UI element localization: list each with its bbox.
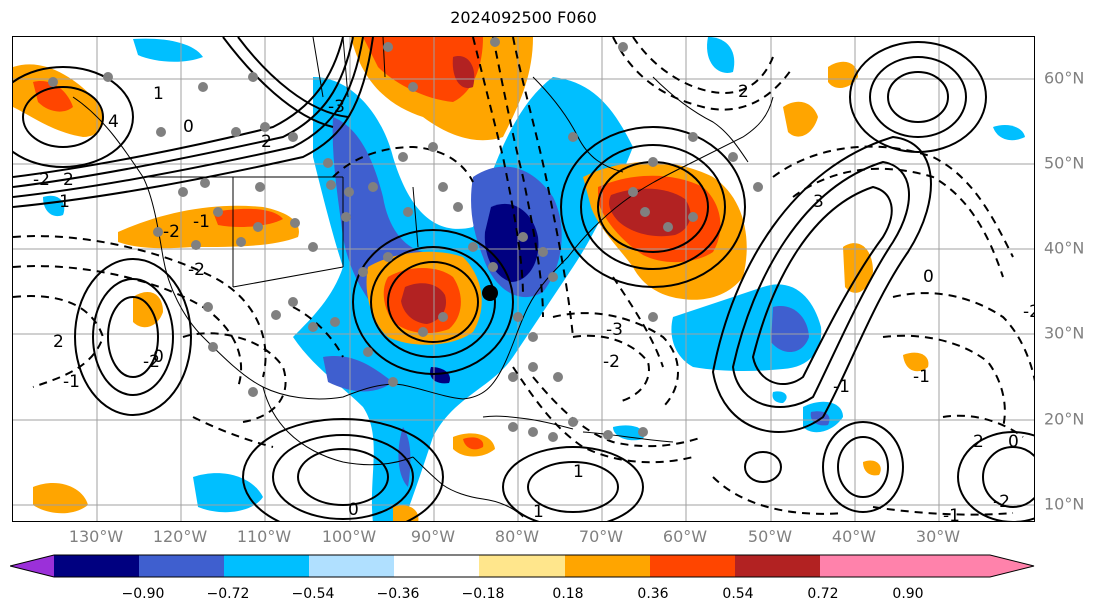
lon-label: 40°W (831, 527, 877, 546)
lon-label: 70°W (578, 527, 624, 546)
lat-label: 10°N (1044, 494, 1085, 514)
colorbar-bin (54, 555, 139, 577)
colorbar-tick-label: 0.18 (552, 586, 584, 602)
contour-label: 3 (813, 192, 824, 212)
colorbar-bin (224, 555, 309, 577)
contour-label: -3 (606, 320, 623, 340)
contour-label: 0 (1008, 432, 1019, 452)
colorbar-bin (309, 555, 394, 577)
contour-label: -1 (943, 506, 960, 522)
map-canvas: -22140-12-3-220-110-21-3-23-12-2-110-2-1… (13, 37, 1035, 522)
contour-label: -2 (993, 492, 1010, 512)
lon-label: 130°W (68, 527, 124, 546)
contour-label: -1 (913, 367, 930, 387)
colorbar-tick-label: −0.90 (121, 586, 165, 602)
colorbar-bin (735, 555, 820, 577)
colorbar-bin (820, 555, 905, 577)
colorbar-tick-label: −0.54 (291, 586, 335, 602)
contour-label: 4 (108, 112, 119, 132)
colorbar-tick-label: 0.90 (892, 586, 924, 602)
contour-label: -2 (143, 352, 160, 372)
contour-label: 1 (573, 462, 584, 482)
lon-label: 100°W (321, 527, 377, 546)
contours-dashed (13, 37, 1034, 516)
lon-label: 60°W (662, 527, 708, 546)
lon-label: 80°W (494, 527, 540, 546)
storm-center-marker (482, 285, 498, 301)
lat-label: 40°N (1044, 238, 1085, 258)
colorbar-tick-label: 0.36 (637, 586, 669, 602)
contour-label: -1 (833, 377, 850, 397)
contour-label: -2 (188, 260, 205, 280)
colorbar-bin (650, 555, 735, 577)
contour-label: -1 (53, 192, 70, 212)
contour-label: 0 (153, 347, 164, 367)
lon-label: 30°W (915, 527, 961, 546)
lon-label: 90°W (410, 527, 456, 546)
contour-label: -2 (163, 222, 180, 242)
colorbar-tick-label: −0.18 (461, 586, 505, 602)
station-markers (48, 37, 763, 442)
contour-label: 0 (183, 117, 194, 137)
colorbar-tick-label: −0.36 (376, 586, 420, 602)
colorbar-tick-label: 0.72 (807, 586, 839, 602)
contour-label: -1 (63, 372, 80, 392)
colorbar (10, 554, 1035, 578)
lon-label: 110°W (236, 527, 292, 546)
contour-label: 1 (153, 84, 164, 104)
contour-label: -1 (193, 212, 210, 232)
colorbar-bin (139, 555, 224, 577)
contour-labels: -22140-12-3-220-110-21-3-23-12-2-110-2-1… (33, 82, 1035, 522)
contour-label: 1 (533, 502, 544, 522)
lat-label: 60°N (1044, 68, 1085, 88)
contour-label: 1 (233, 520, 244, 522)
contour-label: -3 (328, 97, 345, 117)
contour-label: 2 (973, 432, 984, 452)
map-panel: -22140-12-3-220-110-21-3-23-12-2-110-2-1… (12, 36, 1035, 522)
colorbar-left-extend (10, 555, 54, 577)
contour-label: 0 (348, 500, 359, 520)
contour-label: -2 (603, 352, 620, 372)
figure-title: 2024092500 F060 (450, 8, 597, 27)
colorbar-tick-label: 0.54 (722, 586, 754, 602)
lat-label: 30°N (1044, 323, 1085, 343)
contour-label: 2 (63, 170, 74, 190)
contour-label: 0 (923, 267, 934, 287)
contour-label: 2 (738, 82, 749, 102)
colorbar-bin (565, 555, 650, 577)
contour-label: 2 (261, 132, 272, 152)
contour-label: -2 (1023, 302, 1035, 322)
lat-label: 20°N (1044, 409, 1085, 429)
contour-label: -2 (33, 170, 50, 190)
coastlines (72, 37, 774, 518)
contour-label: 2 (53, 332, 64, 352)
lon-label: 120°W (152, 527, 208, 546)
lat-label: 50°N (1044, 153, 1085, 173)
lon-label: 50°W (747, 527, 793, 546)
colorbar-right-extend (905, 555, 1034, 577)
colorbar-tick-label: −0.72 (206, 586, 250, 602)
colorbar-bin (394, 555, 479, 577)
colorbar-bin (479, 555, 565, 577)
contours-solid (13, 37, 1034, 521)
